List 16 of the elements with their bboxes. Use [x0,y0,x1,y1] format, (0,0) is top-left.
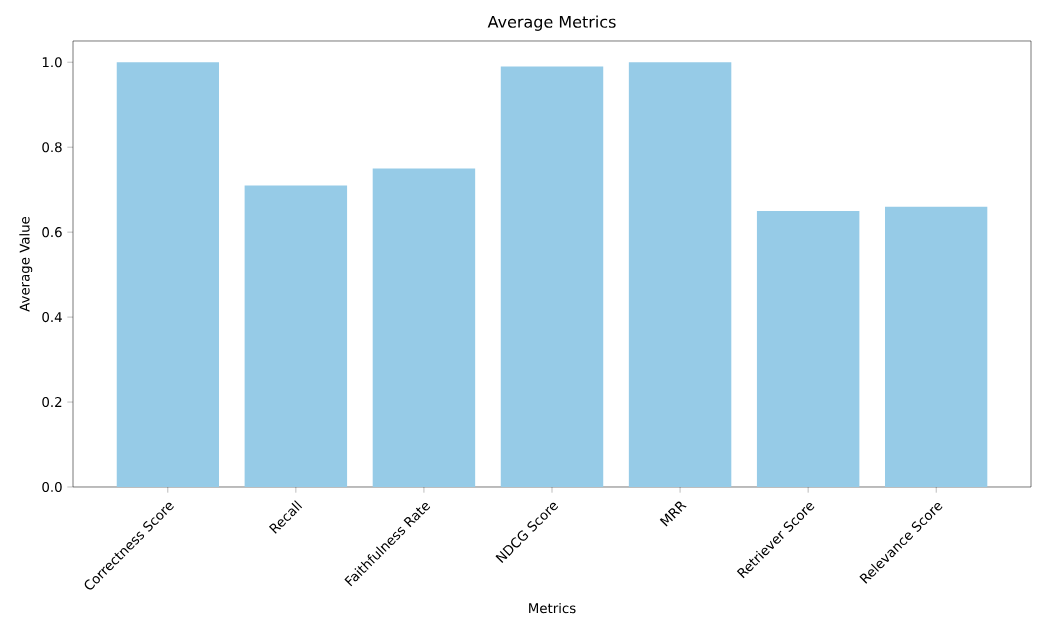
bar [628,62,732,487]
bar [500,66,604,487]
bar [756,210,860,487]
y-tick-label: 0.8 [42,142,62,153]
y-tick-label: 0.4 [42,312,62,323]
y-tick-label: 0.0 [42,481,62,493]
bar [244,185,348,487]
y-tick-label: 0.6 [42,227,62,238]
bar [116,62,220,487]
y-tick-label: 0.2 [42,396,62,408]
bar [372,168,476,487]
y-tick-label: 1.0 [42,57,62,68]
y-axis-title: Average Value [19,216,33,312]
chart-title: Average Metrics [487,15,616,31]
bar [885,206,988,487]
x-axis-title: Metrics [529,602,576,614]
